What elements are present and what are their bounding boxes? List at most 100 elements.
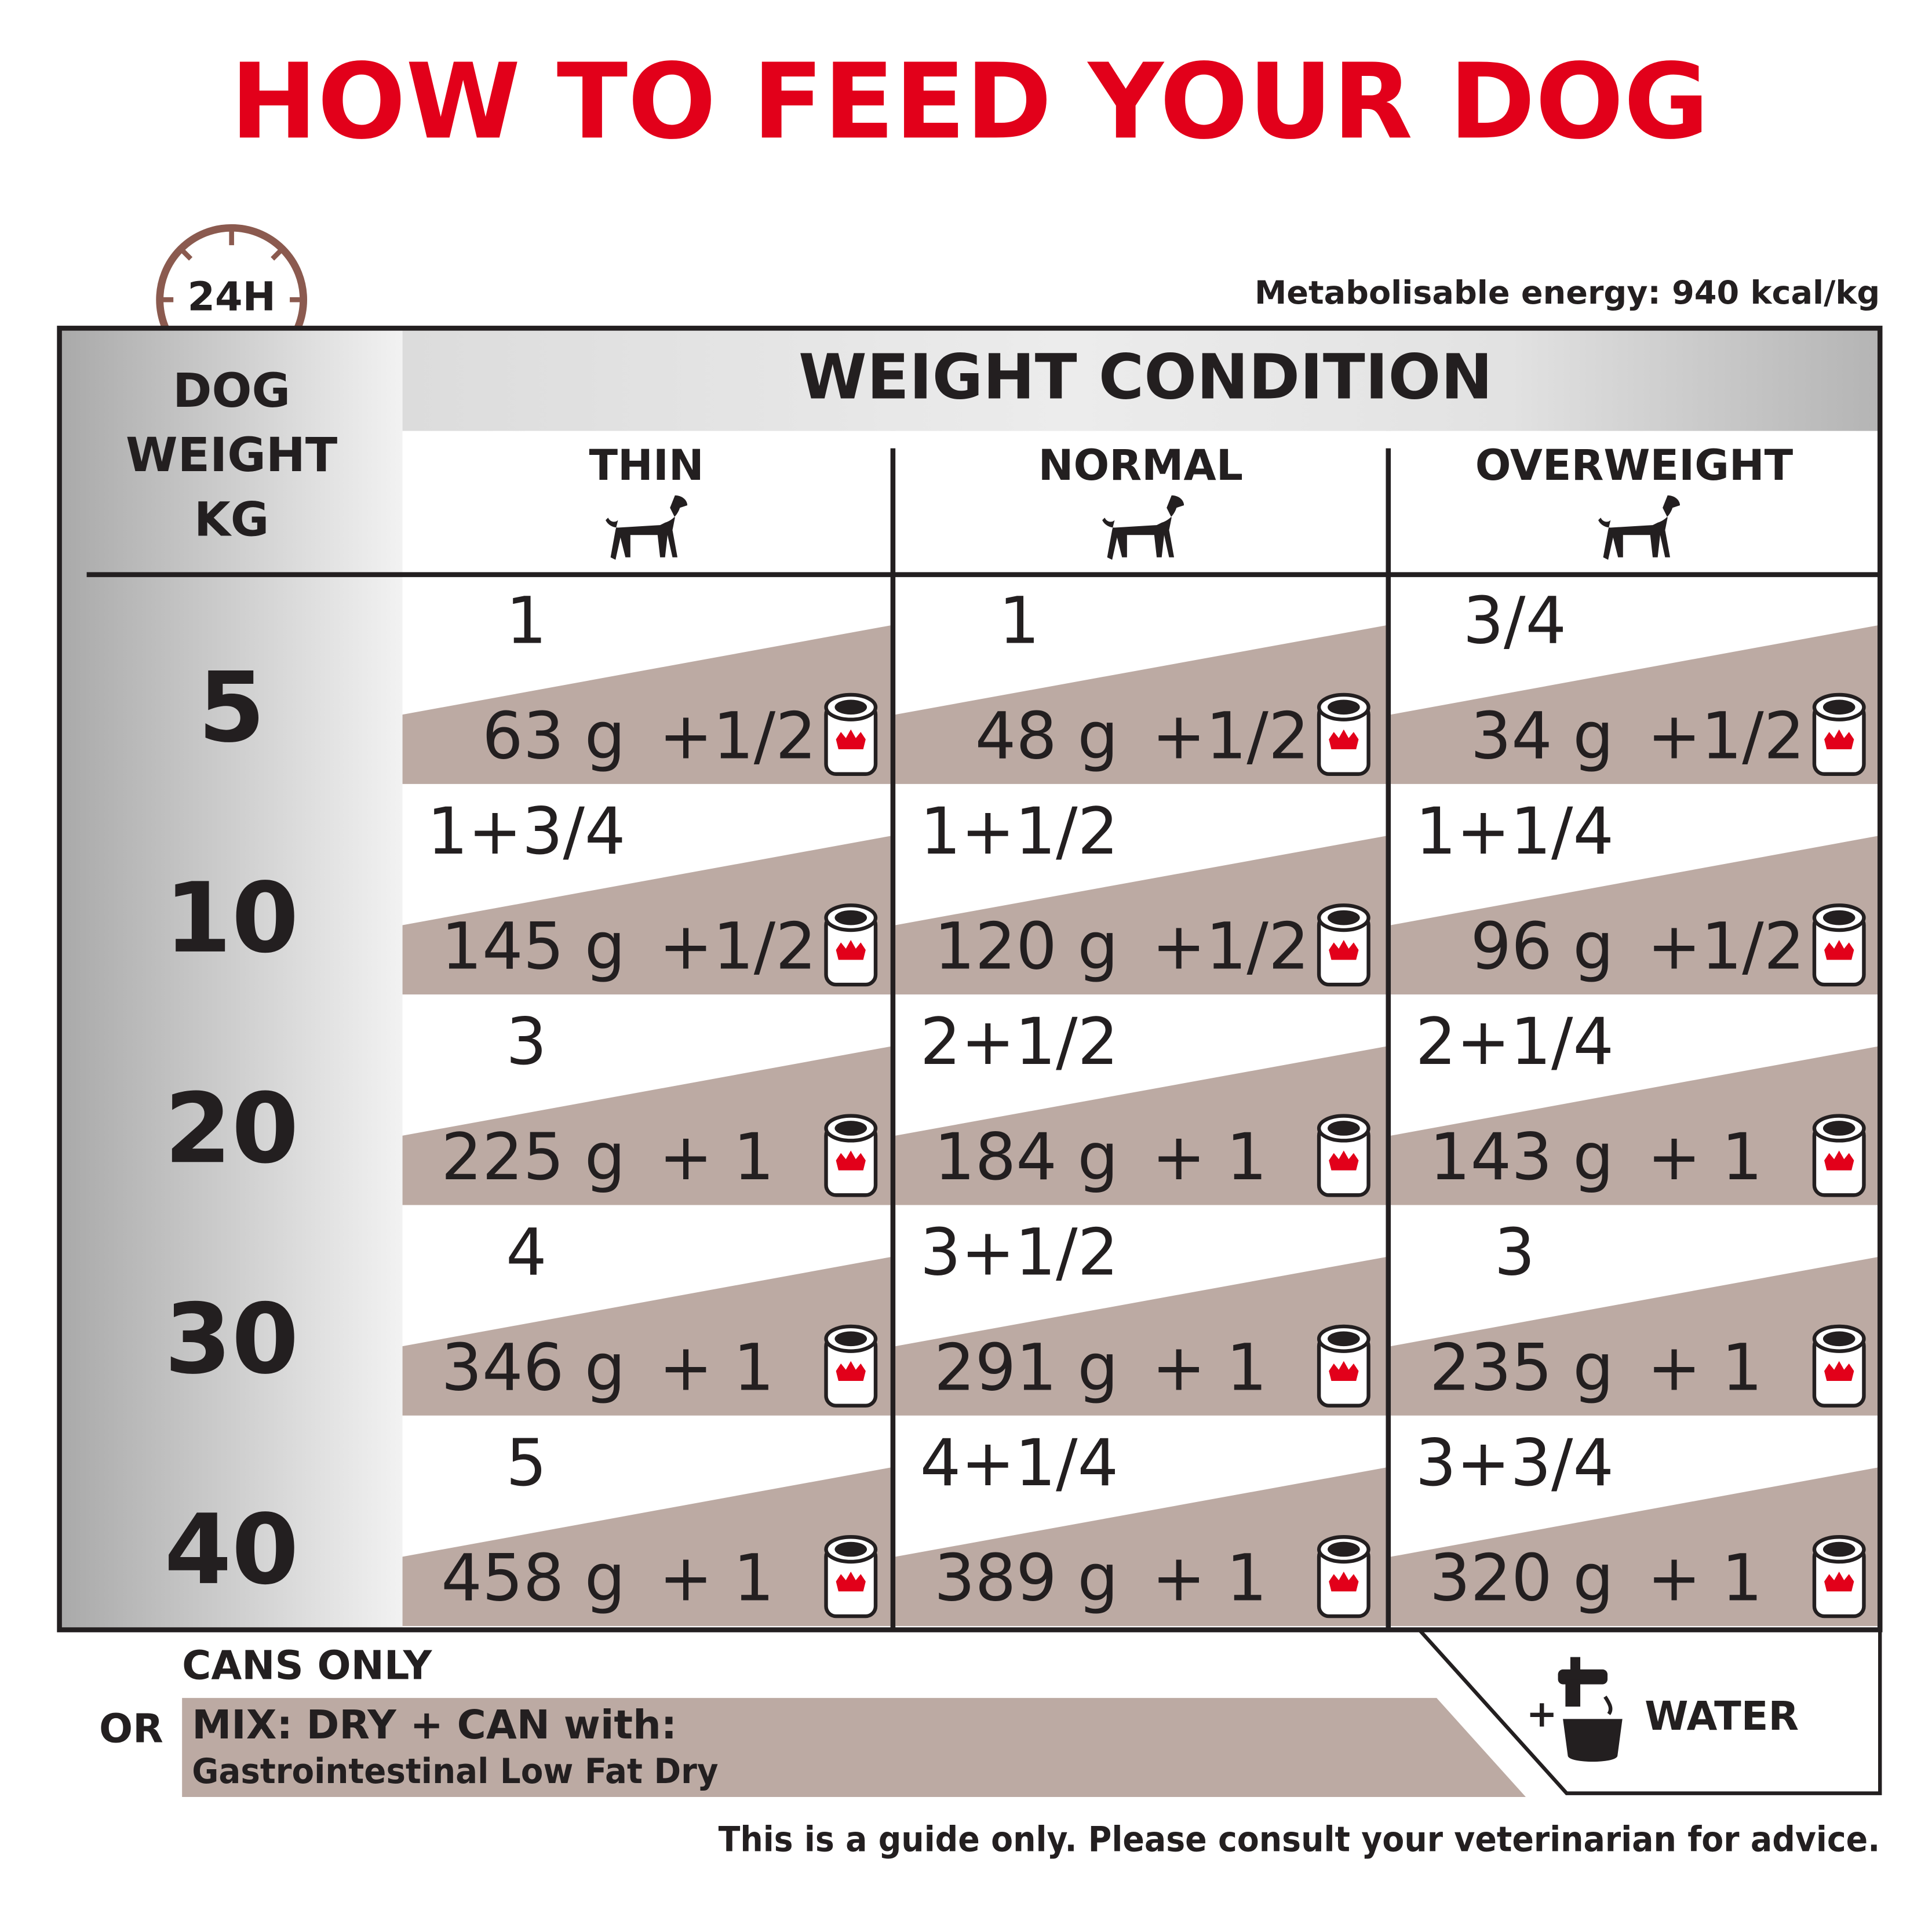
clock-label: 24H — [187, 275, 275, 320]
can-icon — [1814, 695, 1864, 774]
column-header: OVERWEIGHT — [1475, 442, 1794, 490]
cans: + 1 — [659, 1120, 774, 1195]
can-icon — [826, 905, 875, 985]
product: Gastrointestinal Low Fat Dry — [192, 1751, 718, 1792]
can-icon — [1814, 1116, 1864, 1195]
can-grams: 63 g — [482, 699, 625, 774]
cans: + 1 — [1647, 1541, 1762, 1616]
tap-icon — [1558, 1657, 1623, 1762]
corner-bg — [59, 328, 403, 431]
corner-label: KG — [194, 493, 269, 547]
water: WATER — [1645, 1694, 1799, 1740]
cell-band — [1391, 836, 1878, 995]
table-body — [402, 431, 1878, 1627]
can-icon — [826, 1326, 875, 1406]
dry-amount: 3 — [506, 1005, 547, 1080]
column-header-bg — [895, 431, 1386, 574]
corner-label: DOG — [173, 364, 290, 418]
disclaimer: This is a guide only. Please consult you… — [719, 1820, 1880, 1860]
cans: + 1 — [1647, 1120, 1762, 1195]
can-grams: 346 g — [441, 1330, 625, 1405]
can-grams: 96 g — [1470, 910, 1613, 985]
clock-label-bg — [173, 275, 290, 325]
can-grams: 48 g — [975, 699, 1118, 774]
can-icon — [1319, 905, 1368, 985]
can-grams: 184 g — [934, 1120, 1118, 1195]
cell-band — [895, 1046, 1386, 1205]
corner-label: WEIGHT — [126, 428, 337, 483]
cell-band — [402, 836, 891, 995]
can-icon — [1319, 695, 1368, 774]
dog-weight: 20 — [165, 1073, 299, 1185]
can-icon — [1319, 1116, 1368, 1195]
cans-only: CANS ONLY — [182, 1643, 433, 1689]
dry-amount: 1+3/4 — [427, 794, 626, 869]
cans: + 1 — [1152, 1120, 1267, 1195]
can-icon — [826, 1116, 875, 1195]
cell-band — [1391, 625, 1878, 784]
weight-column-bg — [59, 328, 403, 1630]
can-grams: 145 g — [441, 910, 625, 985]
column-header: THIN — [589, 442, 703, 490]
cans: + 1 — [659, 1330, 774, 1405]
cans: +1/2 — [1647, 910, 1805, 985]
cell-band — [1391, 1046, 1878, 1205]
cell-band — [1391, 1467, 1878, 1627]
dry-amount: 1+1/4 — [1415, 794, 1614, 869]
clock-ticks — [159, 228, 304, 302]
cans: +1/2 — [659, 910, 816, 985]
can-icon — [1319, 1537, 1368, 1616]
dry-amount: 5 — [506, 1426, 547, 1501]
can-icon — [1814, 1537, 1864, 1616]
dog-weight: 30 — [165, 1284, 299, 1396]
energy: Metabolisable energy: 940 kcal/kg — [1255, 274, 1880, 312]
can-grams: 235 g — [1430, 1330, 1614, 1405]
water-box — [1417, 1628, 1882, 1795]
can-grams: 458 g — [441, 1541, 625, 1616]
cans: + 1 — [1647, 1330, 1762, 1405]
cans: + 1 — [659, 1541, 774, 1616]
dry-amount: 2+1/4 — [1415, 1005, 1614, 1080]
cell-band — [402, 1046, 891, 1205]
group-header-bg — [402, 328, 1880, 431]
dog-weight: 40 — [165, 1494, 299, 1606]
cell-band — [895, 1467, 1386, 1627]
can-icon — [1814, 1326, 1864, 1406]
can-grams: 291 g — [934, 1330, 1118, 1405]
can-grams: 320 g — [1430, 1541, 1614, 1616]
cans: +1/2 — [659, 699, 816, 774]
dry-amount: 3/4 — [1463, 584, 1566, 659]
column-header: NORMAL — [1038, 442, 1243, 490]
title: HOW TO FEED YOUR DOG — [230, 41, 1709, 162]
can-icon — [826, 695, 875, 774]
column-header-bg — [1391, 431, 1878, 574]
plus: + — [1526, 1693, 1558, 1736]
can-icon — [1319, 1326, 1368, 1406]
group-header: WEIGHT CONDITION — [799, 342, 1493, 414]
cell-band — [895, 1257, 1386, 1416]
table-lines — [86, 448, 1880, 1630]
cell-band — [895, 625, 1386, 784]
cans: + 1 — [1152, 1330, 1267, 1405]
cans: +1/2 — [1152, 699, 1310, 774]
cans: +1/2 — [1152, 910, 1310, 985]
dry-amount: 3+1/2 — [920, 1216, 1119, 1291]
can-grams: 225 g — [441, 1120, 625, 1195]
cell-band — [402, 1257, 891, 1416]
mix: MIX: DRY + CAN with: — [192, 1703, 677, 1748]
dry-amount: 1 — [506, 584, 547, 659]
can-icon — [1814, 905, 1864, 985]
dry-amount: 3+3/4 — [1415, 1426, 1614, 1501]
cell-band — [895, 836, 1386, 995]
cans: + 1 — [1152, 1541, 1267, 1616]
cell-band — [1391, 1257, 1878, 1416]
cell-band — [402, 625, 891, 784]
mix-band — [182, 1698, 1526, 1798]
can-grams: 143 g — [1430, 1120, 1614, 1195]
dry-amount: 2+1/2 — [920, 1005, 1119, 1080]
dry-amount: 4 — [506, 1216, 547, 1291]
can-grams: 120 g — [934, 910, 1118, 985]
cans: +1/2 — [1647, 699, 1805, 774]
